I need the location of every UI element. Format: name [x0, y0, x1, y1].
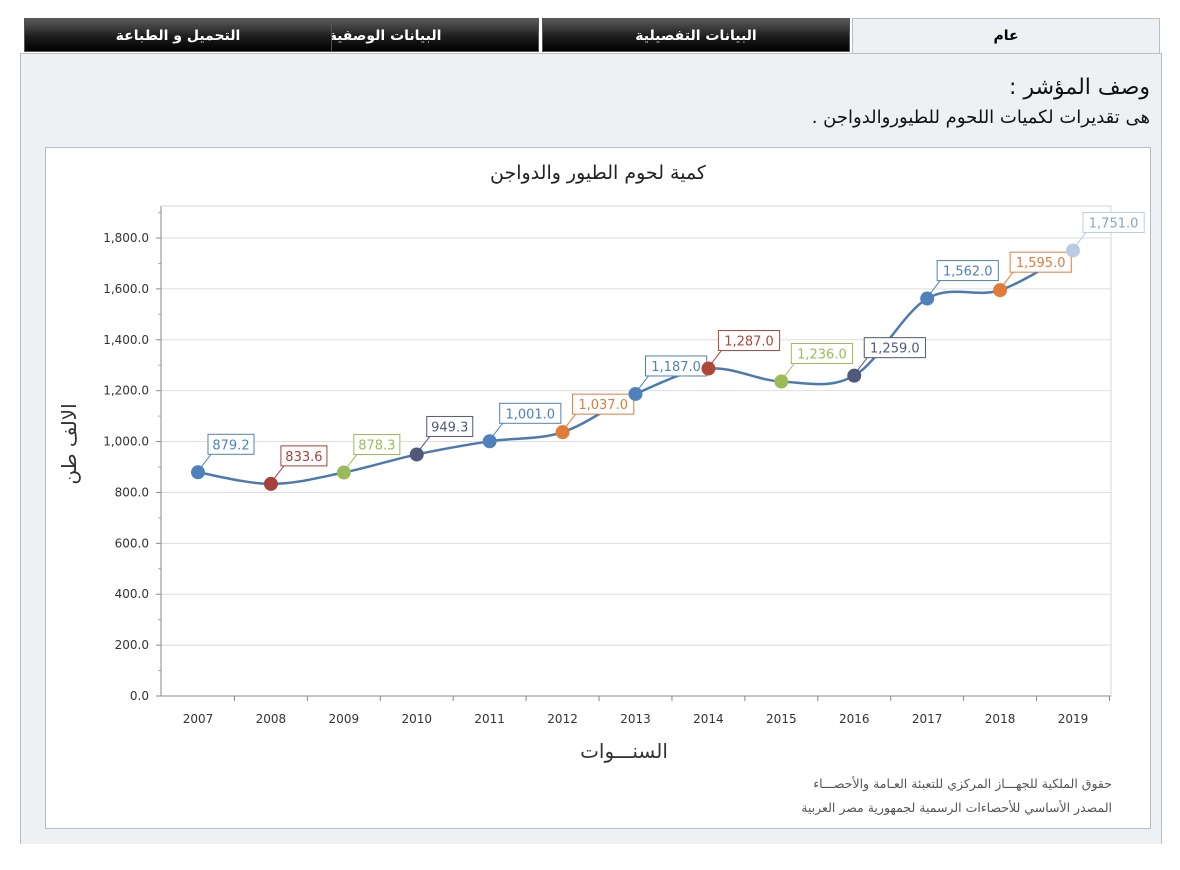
data-label-box [280, 445, 328, 467]
tab-bar: عام البيانات التفصيلية البيانات الوصفية … [24, 18, 1160, 55]
data-label-box [499, 402, 562, 424]
data-label: 878.3 [358, 439, 395, 454]
data-label: 1,751.0 [1089, 216, 1139, 231]
data-label: 833.6 [285, 450, 322, 465]
x-tick-label: 2014 [693, 712, 724, 726]
data-point [628, 386, 643, 401]
data-label-leader [783, 363, 795, 377]
data-label-leader [200, 453, 212, 468]
y-tick-label: 1,800.0 [103, 231, 149, 245]
data-point [555, 425, 570, 440]
indicator-description-title: وصف المؤشر : [1009, 75, 1150, 100]
data-label: 949.3 [431, 420, 468, 435]
data-label-leader [1002, 271, 1014, 286]
x-tick-label: 2018 [985, 712, 1016, 726]
tab-download-print[interactable]: التحميل و الطباعة [24, 18, 332, 52]
tab-detailed-data[interactable]: البيانات التفصيلية [542, 18, 850, 52]
y-tick-label: 800.0 [115, 485, 149, 499]
y-tick-label: 600.0 [115, 536, 149, 550]
data-label-box [936, 260, 999, 282]
x-tick-label: 2013 [620, 712, 651, 726]
data-label: 1,187.0 [651, 360, 701, 375]
data-label-leader [565, 413, 576, 428]
data-label-box [790, 343, 854, 365]
credit-line-1: حقوق الملكية للجهـــاز المركزي للتعبئة ا… [813, 776, 1112, 791]
data-label: 1,037.0 [578, 398, 628, 413]
data-point [701, 361, 716, 376]
data-label: 1,595.0 [1016, 256, 1066, 271]
y-tick-label: 400.0 [115, 587, 149, 601]
data-label: 1,259.0 [870, 342, 920, 357]
y-tick-label: 0.0 [130, 689, 149, 703]
x-tick-label: 2010 [401, 712, 432, 726]
data-label-leader [856, 357, 868, 371]
y-tick-label: 1,400.0 [103, 333, 149, 347]
chart-title: كمية لحوم الطيور والدواجن [490, 162, 707, 184]
data-label-box [1082, 211, 1145, 233]
data-label-leader [419, 436, 431, 450]
y-tick-label: 1,000.0 [103, 435, 149, 449]
data-point [263, 476, 278, 491]
data-label-leader [711, 350, 722, 364]
data-label-leader [273, 465, 285, 480]
y-tick-label: 1,200.0 [103, 384, 149, 398]
y-tick-label: 200.0 [115, 638, 149, 652]
x-tick-label: 2015 [766, 712, 797, 726]
data-point [774, 374, 789, 389]
x-tick-label: 2009 [329, 712, 360, 726]
data-point [920, 291, 935, 306]
x-tick-label: 2008 [256, 712, 287, 726]
data-label-box [1009, 251, 1072, 273]
x-tick-label: 2019 [1058, 712, 1089, 726]
data-label: 1,562.0 [943, 265, 993, 280]
data-label-leader [346, 454, 358, 468]
tab-general[interactable]: عام [852, 18, 1160, 55]
y-tick-label: 1,600.0 [103, 282, 149, 296]
data-point [191, 465, 205, 480]
data-point [336, 465, 351, 480]
data-label-box [863, 337, 926, 359]
indicator-description-text: هى تقديرات لكميات اللحوم للطيوروالدواجن … [811, 107, 1150, 128]
data-label-box [207, 433, 255, 455]
x-tick-label: 2012 [547, 712, 578, 726]
data-label-box [717, 330, 781, 352]
line-chart: كمية لحوم الطيور والدواجن 0.0 200.0 400.0 60… [57, 162, 1145, 763]
data-point [993, 283, 1008, 298]
data-point [482, 434, 497, 449]
data-point [847, 368, 862, 383]
data-label-box [572, 393, 635, 415]
data-label: 879.2 [212, 438, 249, 453]
data-label-leader [1075, 232, 1087, 246]
data-label: 1,001.0 [505, 407, 555, 422]
series-line [197, 249, 1074, 486]
data-label-box [353, 434, 401, 456]
data-label-box [426, 415, 474, 437]
data-point [409, 447, 424, 462]
chart-container: كمية لحوم الطيور والدواجن 0.0 200.0 400.0 60… [45, 147, 1151, 829]
data-label: 1,287.0 [724, 335, 774, 350]
data-label-leader [929, 280, 941, 294]
credit-line-2: المصدر الأساسي للأحصاءات الرسمية لجمهوري… [801, 800, 1112, 815]
data-label: 1,236.0 [797, 348, 847, 363]
x-tick-label: 2017 [912, 712, 943, 726]
data-label-leader [638, 375, 649, 390]
x-tick-label: 2016 [839, 712, 870, 726]
data-point [1066, 243, 1080, 258]
y-axis-title: الالف طن [57, 403, 81, 484]
x-tick-label: 2007 [183, 712, 214, 726]
data-label-leader [492, 422, 504, 437]
x-axis-title: السنـــوات [580, 739, 668, 763]
x-tick-label: 2011 [474, 712, 505, 726]
